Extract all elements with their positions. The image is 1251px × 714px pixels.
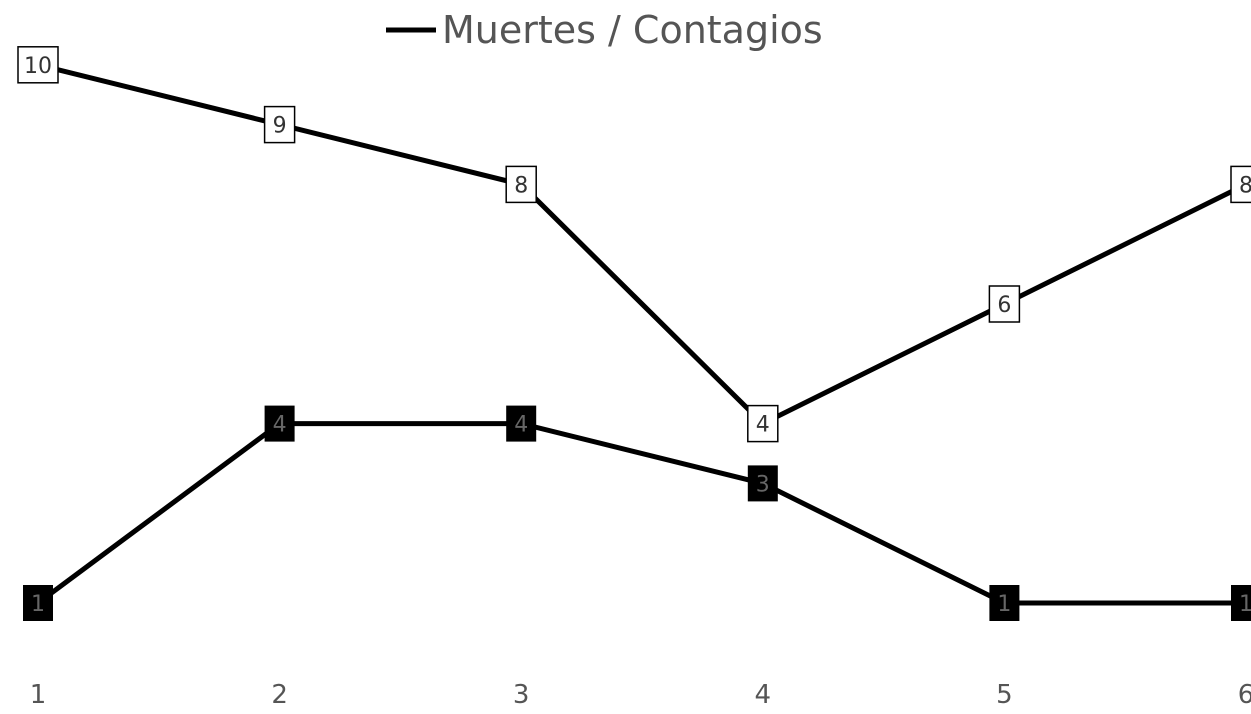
data-label: 3 (747, 465, 778, 502)
data-label: 1 (23, 585, 53, 621)
data-label: 9 (263, 105, 296, 144)
data-label-box (17, 46, 59, 84)
x-tick-label: 5 (996, 680, 1013, 710)
legend-series-label: Muertes / Contagios (442, 8, 823, 52)
data-label-text: 8 (514, 173, 528, 198)
data-label-text: 1 (31, 592, 45, 617)
data-label-text: 3 (756, 472, 770, 497)
data-label-text: 4 (756, 413, 770, 438)
data-label-text: 4 (514, 413, 528, 438)
x-axis-tick-labels: 1 2 3 4 5 6 (30, 680, 1251, 710)
data-label-text: 10 (24, 54, 52, 79)
data-label: 4 (264, 405, 295, 442)
data-label-box (264, 405, 295, 442)
data-label-box (263, 105, 296, 144)
series-line-2 (36, 421, 1246, 606)
data-label: 10 (17, 46, 59, 84)
data-label: 1 (989, 585, 1020, 621)
data-label-box (506, 405, 537, 442)
data-label-text: 8 (1239, 173, 1251, 198)
series-line-1 (37, 62, 1248, 427)
data-label-box (1231, 585, 1251, 621)
data-label-box (1230, 165, 1251, 204)
x-tick-label: 1 (30, 680, 47, 710)
data-label-box (23, 585, 53, 621)
x-tick-label: 6 (1238, 680, 1251, 710)
data-label-text: 1 (1239, 592, 1251, 617)
data-label: 8 (1230, 165, 1251, 204)
data-label: 8 (505, 165, 537, 204)
data-label-text: 9 (273, 114, 287, 139)
series-lines (36, 62, 1248, 606)
data-label: 4 (747, 404, 779, 443)
data-label-box (988, 285, 1021, 323)
data-label-box (989, 585, 1020, 621)
data-label-text: 1 (997, 592, 1011, 617)
x-tick-label: 2 (271, 680, 288, 710)
data-labels: 10 9 8 4 6 8 1 4 4 3 1 1 (17, 46, 1251, 621)
data-label-text: 6 (997, 293, 1011, 318)
x-tick-label: 4 (755, 680, 772, 710)
chart-legend: Muertes / Contagios (386, 8, 823, 52)
data-label: 1 (1231, 585, 1251, 621)
data-label-box (505, 165, 537, 204)
data-label-text: 4 (273, 413, 287, 438)
data-label: 6 (988, 285, 1021, 323)
data-label: 4 (506, 405, 537, 442)
data-label-box (747, 404, 779, 443)
data-label-box (747, 465, 778, 502)
x-tick-label: 3 (513, 680, 530, 710)
